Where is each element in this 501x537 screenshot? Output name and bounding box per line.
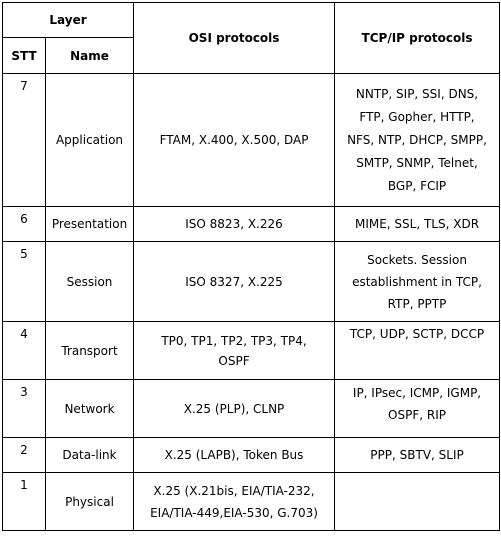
tcpip-protocols-cell: IP, IPsec, ICMP, IGMP, OSPF, RIP [334, 379, 501, 438]
tcpip-line: establishment in TCP, [352, 274, 482, 289]
tcpip-line: MIME, SSL, TLS, XDR [354, 217, 480, 231]
tcpip-protocols-cell [334, 472, 501, 531]
tcpip-protocols-cell: PPP, SBTV, SLIP [334, 437, 501, 473]
stt-cell: 5 [2, 241, 46, 322]
stt-cell: 3 [2, 379, 46, 438]
osi-protocols-cell: X.25 (X.21bis, EIA/TIA-232, EIA/TIA-449,… [133, 472, 336, 531]
osi-protocols-cell: X.25 (LAPB), Token Bus [133, 437, 336, 473]
table-row: 2 Data-link X.25 (LAPB), Token Bus PPP, … [2, 437, 501, 473]
osi-protocols-cell: TP0, TP1, TP2, TP3, TP4, OSPF [133, 321, 336, 380]
table-row: 6 Presentation ISO 8823, X.226 MIME, SSL… [2, 206, 501, 242]
tcpip-line: SMTP, SNMP, Telnet, [356, 155, 478, 170]
tcpip-line: BGP, FCIP [387, 178, 447, 193]
tcpip-line: RTP, PPTP [387, 296, 447, 311]
table-row: 5 Session ISO 8327, X.225 Sockets. Sessi… [2, 241, 501, 322]
table-row: 1 Physical X.25 (X.21bis, EIA/TIA-232, E… [2, 472, 501, 531]
layer-name-cell: Data-link [44, 437, 135, 473]
layer-name-cell: Presentation [44, 206, 135, 242]
layer-name-cell: Network [44, 379, 135, 438]
osi-protocols-cell: FTAM, X.400, X.500, DAP [133, 73, 336, 207]
tcpip-protocols-cell: NNTP, SIP, SSI, DNS, FTP, Gopher, HTTP, … [334, 73, 501, 207]
tcpip-line: Sockets. Session [367, 252, 467, 267]
stt-cell: 7 [2, 73, 46, 207]
tcpip-protocols-cell: TCP, UDP, SCTP, DCCP [334, 321, 501, 380]
stt-header: STT [2, 37, 46, 74]
osi-protocols-header: OSI protocols [133, 2, 336, 74]
stt-cell: 4 [2, 321, 46, 380]
tcpip-protocols-cell: Sockets. Session establishment in TCP, R… [334, 241, 501, 322]
layer-name-cell: Physical [44, 472, 135, 531]
tcpip-line: NFS, NTP, DHCP, SMPP, [347, 132, 487, 147]
stt-cell: 6 [2, 206, 46, 242]
tcpip-line: IP, IPsec, ICMP, IGMP, [352, 386, 482, 400]
tcpip-line: TCP, UDP, SCTP, DCCP [349, 327, 485, 341]
tcpip-line: NNTP, SIP, SSI, DNS, [355, 86, 479, 101]
layer-name-cell: Transport [44, 321, 135, 380]
osi-protocols-cell: X.25 (PLP), CLNP [133, 379, 336, 438]
table-row: 7 Application FTAM, X.400, X.500, DAP NN… [2, 73, 501, 207]
layer-name-cell: Session [44, 241, 135, 322]
table-row: 3 Network X.25 (PLP), CLNP IP, IPsec, IC… [2, 379, 501, 438]
layer-header: Layer [1, 2, 135, 38]
tcpip-line: PPP, SBTV, SLIP [370, 448, 464, 462]
tcpip-protocols-cell: MIME, SSL, TLS, XDR [334, 206, 501, 242]
osi-protocols-cell: ISO 8327, X.225 [133, 241, 336, 322]
stt-cell: 1 [2, 472, 46, 531]
table-row: 4 Transport TP0, TP1, TP2, TP3, TP4, OSP… [2, 321, 501, 380]
layer-name-cell: Application [44, 73, 135, 207]
name-header: Name [44, 37, 135, 74]
tcpip-line: OSPF, RIP [388, 408, 446, 422]
stt-cell: 2 [2, 437, 46, 473]
osi-line: OSPF [218, 353, 250, 368]
tcpip-line: FTP, Gopher, HTTP, [359, 109, 475, 124]
osi-line: TP0, TP1, TP2, TP3, TP4, [161, 333, 307, 348]
osi-protocols-cell: ISO 8823, X.226 [133, 206, 336, 242]
osi-line: X.25 (X.21bis, EIA/TIA-232, [153, 483, 315, 498]
osi-line: EIA/TIA-449,EIA-530, G.703) [150, 505, 318, 520]
tcpip-protocols-header: TCP/IP protocols [334, 2, 501, 74]
